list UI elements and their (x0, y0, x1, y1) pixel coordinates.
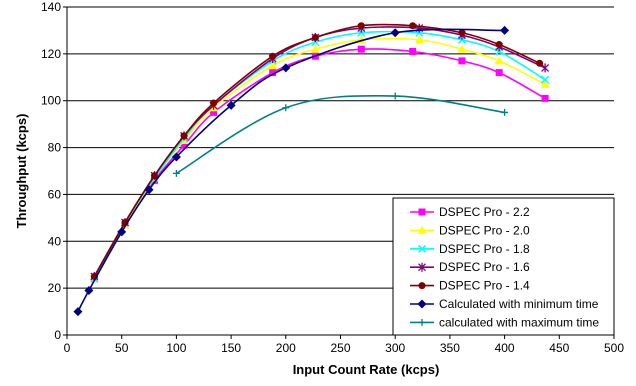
legend: DSPEC Pro - 2.2 DSPEC Pro - 2.0 DSPEC Pro … (393, 198, 614, 335)
legend-label: DSPEC Pro - 1.6 (439, 260, 530, 274)
x-tick-label: 450 (549, 341, 569, 355)
plus-marker (501, 109, 508, 116)
y-tick-label: 60 (48, 187, 62, 201)
y-axis-title: Throughput (kcps) (14, 114, 29, 229)
x-tick-label: 150 (221, 341, 241, 355)
legend-item: Calculated with minimum time (410, 297, 599, 311)
circle-marker (358, 22, 365, 29)
x-tick-label: 0 (64, 341, 71, 355)
y-tick-label: 120 (41, 47, 61, 61)
circle-marker (419, 282, 426, 289)
legend-label: DSPEC Pro - 2.2 (439, 205, 530, 219)
y-tick-label: 100 (41, 94, 61, 108)
square-marker (409, 48, 416, 55)
legend-label: DSPEC Pro - 1.4 (439, 279, 530, 293)
x-tick-label: 250 (330, 341, 350, 355)
circle-marker (210, 100, 217, 107)
circle-marker (269, 53, 276, 60)
y-tick-label: 140 (41, 0, 61, 14)
x-tick-label: 350 (440, 341, 460, 355)
triangle-marker (541, 80, 550, 88)
circle-marker (181, 132, 188, 139)
square-marker (419, 209, 426, 216)
diamond-marker (500, 26, 509, 35)
y-tick-label: 0 (54, 328, 61, 342)
series-line (176, 96, 504, 174)
diamond-marker (73, 307, 82, 316)
legend-label: calculated with maximum time (439, 315, 599, 329)
x-tick-label: 300 (385, 341, 405, 355)
diamond-marker (84, 286, 93, 295)
x-tick-label: 500 (604, 341, 624, 355)
square-marker (542, 95, 549, 102)
plus-marker (282, 104, 289, 111)
y-tick-label: 20 (48, 281, 62, 295)
square-marker (458, 57, 465, 64)
square-marker (358, 46, 365, 53)
legend-label: DSPEC Pro - 1.8 (439, 242, 530, 256)
x-tick-label: 50 (115, 341, 129, 355)
square-marker (496, 69, 503, 76)
circle-marker (536, 60, 543, 67)
x-tick-label: 200 (276, 341, 296, 355)
y-tick-label: 80 (48, 141, 62, 155)
plus-marker (392, 93, 399, 100)
x-tick-label: 400 (495, 341, 515, 355)
circle-marker (312, 34, 319, 41)
x-tick-label: 100 (166, 341, 186, 355)
x-axis-title: Input Count Rate (kcps) (293, 362, 440, 377)
diamond-marker (391, 28, 400, 37)
legend-label: DSPEC Pro - 2.0 (439, 223, 530, 237)
legend-label: Calculated with minimum time (439, 297, 599, 311)
legend-item: calculated with maximum time (410, 315, 599, 329)
y-tick-label: 40 (48, 234, 62, 248)
circle-marker (409, 22, 416, 29)
circle-marker (496, 41, 503, 48)
